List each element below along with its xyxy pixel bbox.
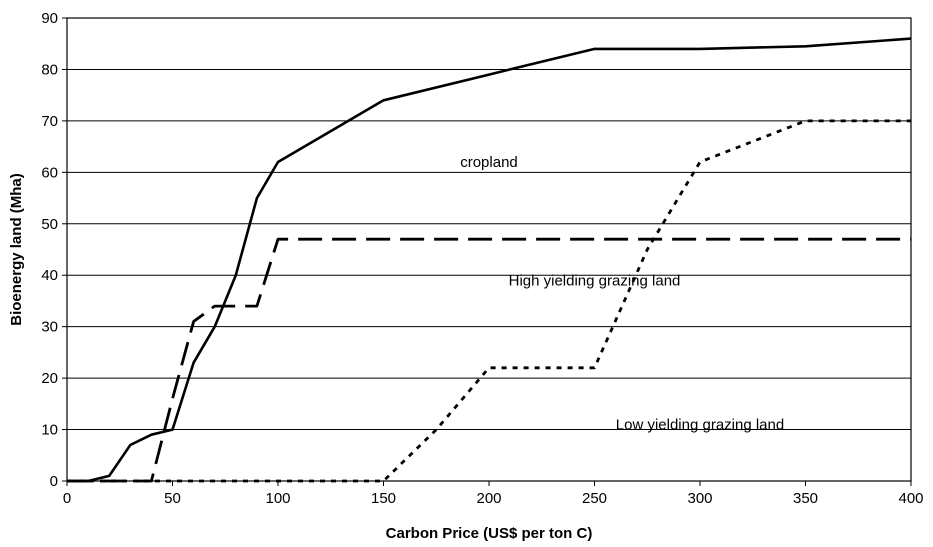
x-axis-title: Carbon Price (US$ per ton C): [386, 525, 593, 542]
y-tick-label: 90: [41, 10, 58, 27]
y-tick-label: 80: [41, 61, 58, 78]
series-label: High yielding grazing land: [509, 272, 681, 289]
y-axis-title: Bioenergy land (Mha): [8, 173, 25, 326]
grid: [67, 68, 911, 431]
y-tick-label: 50: [41, 216, 58, 233]
x-tick-label: 100: [265, 490, 290, 507]
series-annotations: cropland High yielding grazing land Low yi…: [460, 154, 784, 433]
series-group: [67, 37, 912, 483]
x-tick-label: 150: [371, 490, 396, 507]
plot-frame: [66, 17, 912, 482]
y-tick-label: 30: [41, 319, 58, 336]
y-axis-ticks: 0 10 20 30 40 50 60 70 80 90: [41, 10, 67, 490]
x-tick-label: 350: [793, 490, 818, 507]
x-tick-label: 250: [582, 490, 607, 507]
y-tick-label: 40: [41, 267, 58, 284]
x-tick-label: 400: [898, 490, 923, 507]
y-tick-label: 0: [50, 473, 58, 490]
y-tick-label: 20: [41, 370, 58, 387]
series-label: cropland: [460, 154, 518, 171]
series-label: Low yielding grazing land: [616, 416, 784, 433]
x-tick-label: 0: [63, 490, 71, 507]
y-tick-label: 10: [41, 422, 58, 439]
x-tick-label: 200: [476, 490, 501, 507]
x-axis-ticks: 0 50 100 150 200 250 300 350 400: [63, 481, 924, 507]
series-line-high-yielding-grazing-land: [67, 237, 911, 483]
x-tick-label: 50: [164, 490, 181, 507]
series-line-cropland: [67, 37, 912, 483]
y-tick-label: 70: [41, 113, 58, 130]
y-tick-label: 60: [41, 164, 58, 181]
x-tick-label: 300: [687, 490, 712, 507]
series-line-low-yielding-grazing-land: [67, 119, 911, 483]
